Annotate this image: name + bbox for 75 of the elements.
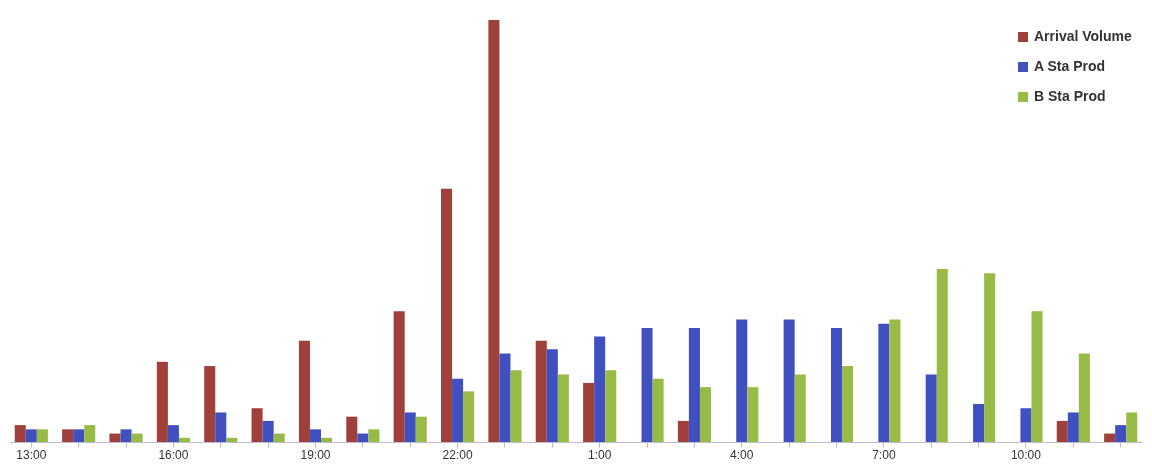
bar xyxy=(747,387,759,442)
bar xyxy=(878,323,890,442)
bar xyxy=(794,374,806,442)
bar xyxy=(73,429,85,442)
bar xyxy=(273,433,285,442)
bar xyxy=(452,378,464,442)
bar xyxy=(84,425,96,442)
bar xyxy=(889,319,901,442)
bar xyxy=(1020,408,1032,442)
bar xyxy=(652,378,664,442)
bar xyxy=(510,370,522,442)
bar xyxy=(1115,425,1127,442)
bar xyxy=(36,429,48,442)
bar xyxy=(346,416,358,442)
bar xyxy=(1126,412,1138,442)
bar xyxy=(204,366,216,442)
bar xyxy=(488,20,500,442)
bar xyxy=(925,374,937,442)
bar xyxy=(984,273,996,442)
bar xyxy=(583,382,595,442)
bar xyxy=(546,349,558,442)
bar xyxy=(557,374,569,442)
bar xyxy=(736,319,748,442)
bar xyxy=(594,336,606,442)
bar xyxy=(688,328,700,442)
bar xyxy=(463,391,475,442)
bar xyxy=(783,319,795,442)
bar xyxy=(25,429,37,442)
x-tick-label: 13:00 xyxy=(16,447,47,462)
bar xyxy=(251,408,263,442)
x-tick-label: 16:00 xyxy=(158,447,189,462)
bar xyxy=(178,437,190,442)
bar xyxy=(321,437,333,442)
x-tick-label: 19:00 xyxy=(300,447,331,462)
bar xyxy=(404,412,416,442)
bar xyxy=(641,328,653,442)
bar xyxy=(120,429,132,442)
bar xyxy=(415,416,427,442)
bar xyxy=(14,425,26,442)
bar xyxy=(973,404,985,442)
bar xyxy=(1056,420,1068,442)
legend-label: A Sta Prod xyxy=(1034,58,1106,74)
legend-label: B Sta Prod xyxy=(1034,88,1106,104)
bar xyxy=(1067,412,1079,442)
bar xyxy=(1104,433,1116,442)
bar xyxy=(262,420,274,442)
x-tick-label: 1:00 xyxy=(588,447,612,462)
bar xyxy=(1031,311,1043,442)
bar xyxy=(156,361,168,442)
bar xyxy=(605,370,617,442)
bar xyxy=(499,353,511,442)
bar xyxy=(830,328,843,442)
bar xyxy=(62,429,74,442)
x-tick-label: 22:00 xyxy=(442,447,473,462)
bar xyxy=(441,188,453,442)
bar xyxy=(109,433,121,442)
bar xyxy=(368,429,380,442)
bar xyxy=(936,268,948,442)
bar xyxy=(131,433,143,442)
bar xyxy=(393,311,405,442)
bar xyxy=(677,420,689,442)
bar xyxy=(309,429,322,442)
bar xyxy=(167,425,179,442)
bar xyxy=(357,433,369,442)
bar xyxy=(298,340,310,442)
bar xyxy=(215,412,227,442)
bar xyxy=(1078,353,1090,442)
legend-label: Arrival Volume xyxy=(1034,28,1132,44)
bar xyxy=(535,340,547,442)
bar xyxy=(842,366,854,442)
bar xyxy=(699,387,711,442)
x-tick-label: 7:00 xyxy=(872,447,896,462)
bar xyxy=(226,437,238,442)
x-tick-label: 4:00 xyxy=(730,447,754,462)
x-tick-label: 10:00 xyxy=(1010,447,1042,462)
